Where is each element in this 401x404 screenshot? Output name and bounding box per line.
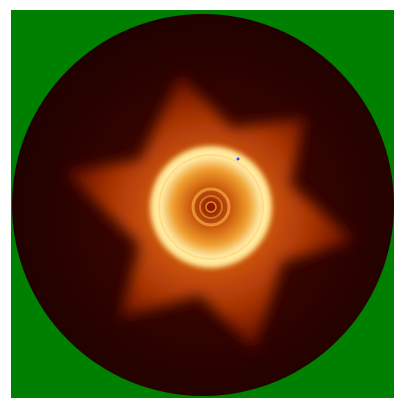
inner-ring bbox=[199, 195, 223, 219]
center-dot bbox=[205, 201, 217, 213]
marker-dot bbox=[236, 157, 240, 161]
ring bbox=[158, 154, 264, 260]
inner-ring bbox=[191, 187, 231, 227]
